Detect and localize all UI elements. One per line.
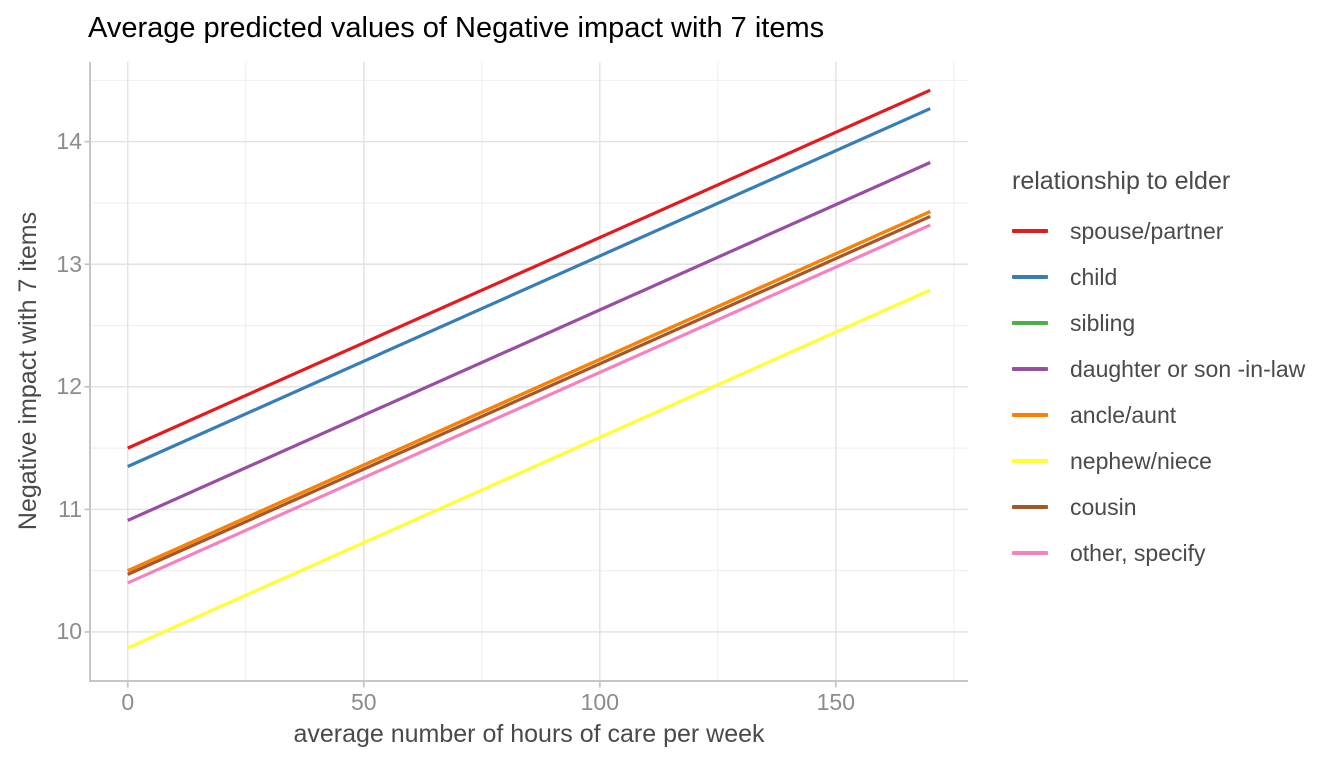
legend-item-label: daughter or son -in-law (1070, 355, 1306, 382)
legend-item: spouse/partner (1012, 208, 1305, 254)
legend-item-label: ancle/aunt (1070, 401, 1177, 428)
legend-item: daughter or son -in-law (1012, 346, 1305, 392)
legend-item: child (1012, 254, 1305, 300)
tick-marks (84, 140, 837, 688)
legend-key-line (1012, 551, 1048, 555)
legend-item: sibling (1012, 300, 1305, 346)
legend-key-line (1012, 459, 1048, 463)
series-line-daughter-or-son-in-law (127, 161, 931, 522)
series-lines (127, 88, 931, 650)
axis-lines (89, 62, 968, 682)
legend-key-line (1012, 229, 1048, 233)
legend-item: cousin (1012, 484, 1305, 530)
x-tick-label: 50 (350, 689, 377, 715)
series-line-child (127, 107, 931, 468)
series-line-nephew-niece (127, 288, 931, 650)
gridlines-major (90, 62, 968, 681)
y-tick-label: 11 (58, 495, 82, 522)
series-line-ancle-aunt (127, 210, 931, 573)
y-axis-title: Negative impact with 7 items (14, 211, 42, 531)
legend-item-label: cousin (1070, 493, 1137, 520)
gridlines-minor (90, 62, 968, 681)
y-tick-label: 13 (56, 250, 82, 277)
legend: relationship to elder spouse/partner chil… (1012, 166, 1305, 576)
legend-key-line (1012, 367, 1048, 371)
legend-key-line (1012, 275, 1048, 279)
legend-key-line (1012, 505, 1048, 509)
series-line-spouse-partner (127, 88, 931, 450)
legend-key-line (1012, 413, 1048, 417)
x-axis-title: average number of hours of care per week (293, 720, 765, 748)
legend-item-label: other, specify (1070, 539, 1206, 566)
legend-title: relationship to elder (1012, 167, 1231, 195)
series-line-other-specify (127, 223, 931, 585)
y-tick-label: 12 (56, 373, 82, 400)
x-tick-label: 150 (816, 689, 855, 715)
legend-item-label: sibling (1070, 309, 1136, 336)
legend-item: ancle/aunt (1012, 392, 1305, 438)
legend-item: other, specify (1012, 530, 1305, 576)
legend-item-label: spouse/partner (1070, 217, 1224, 244)
legend-items: spouse/partner child sibling daughter or so… (1012, 208, 1305, 576)
legend-key-line (1012, 321, 1048, 325)
chart-title: Average predicted values of Negative imp… (88, 12, 825, 44)
y-tick-label: 10 (56, 618, 82, 645)
x-tick-label: 0 (121, 689, 135, 715)
series-line-cousin (127, 214, 931, 576)
legend-item-label: nephew/niece (1070, 447, 1212, 474)
legend-item-label: child (1070, 263, 1118, 290)
y-tick-label: 14 (56, 128, 82, 155)
x-tick-label: 100 (580, 689, 619, 715)
legend-item: nephew/niece (1012, 438, 1305, 484)
